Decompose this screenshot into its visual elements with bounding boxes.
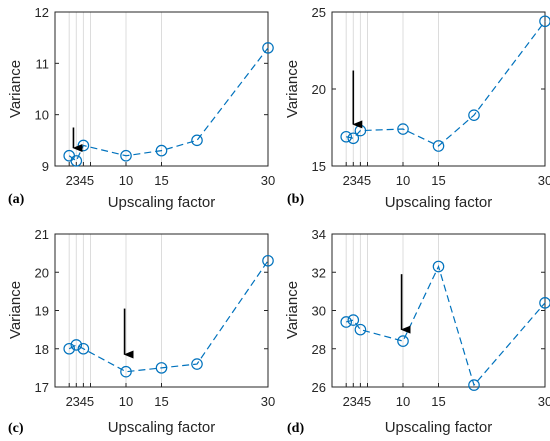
data-point: [340, 316, 352, 328]
x-tick-label: 15: [154, 173, 168, 188]
y-tick-label: 18: [35, 342, 49, 357]
data-point: [191, 358, 203, 370]
y-tick-label: 19: [35, 304, 49, 319]
x-tick-label: 2: [66, 394, 73, 409]
data-point: [347, 132, 360, 145]
x-tick-label: 15: [431, 394, 445, 409]
y-tick-label: 15: [312, 159, 326, 174]
data-point: [354, 323, 367, 336]
x-tick-label: 10: [119, 173, 133, 188]
data-point: [155, 144, 168, 157]
data-point: [70, 155, 83, 167]
data-point: [468, 109, 480, 121]
x-axis-label: Upscaling factor: [108, 419, 216, 436]
series-line: [346, 264, 546, 387]
x-tick-label: 10: [119, 394, 133, 409]
y-tick-label: 34: [312, 227, 326, 242]
data-point: [77, 342, 90, 355]
data-point: [468, 379, 480, 391]
data-point: [347, 314, 360, 326]
y-tick-label: 26: [312, 380, 326, 395]
data-point: [397, 123, 409, 135]
y-tick-label: 20: [312, 82, 326, 97]
data-point: [340, 130, 352, 143]
data-point: [191, 134, 203, 147]
x-tick-label: 30: [538, 173, 550, 188]
x-tick-label: 5: [364, 394, 371, 409]
x-tick-label: 4: [80, 394, 87, 409]
data-point: [397, 335, 409, 347]
x-tick-label: 5: [87, 394, 94, 409]
series-line: [68, 260, 269, 373]
chart-panel-a: 9 10 11 12 2 3 4 5 10 15 30 Upscaling factor Varianc…: [7, 5, 275, 211]
x-axis-label: Upscaling factor: [385, 419, 493, 436]
data-point: [120, 149, 132, 162]
y-tick-label: 30: [312, 304, 326, 319]
x-tick-label: 2: [66, 173, 73, 188]
x-tick-label: 15: [154, 394, 168, 409]
data-point: [432, 140, 445, 152]
panel-label: (b): [287, 192, 304, 207]
y-tick-label: 9: [42, 159, 49, 174]
x-tick-label: 3: [350, 173, 357, 188]
panel-label: (d): [287, 421, 304, 436]
x-tick-label: 3: [73, 173, 80, 188]
x-tick-label: 30: [261, 173, 275, 188]
y-tick-label: 11: [36, 56, 50, 71]
data-point: [120, 365, 132, 378]
x-tick-label: 5: [364, 173, 371, 188]
data-point: [63, 342, 75, 355]
x-tick-label: 15: [431, 173, 445, 188]
y-tick-label: 21: [35, 227, 49, 242]
series-line: [68, 47, 269, 162]
y-tick-label: 32: [312, 265, 326, 280]
y-axis-label: Variance: [284, 60, 301, 118]
x-tick-label: 3: [350, 394, 357, 409]
panel-label: (a): [8, 192, 25, 207]
y-tick-label: 25: [312, 5, 326, 20]
data-point: [432, 260, 445, 273]
y-tick-label: 28: [312, 342, 326, 357]
x-tick-label: 3: [73, 394, 80, 409]
series-line: [346, 20, 546, 147]
y-tick-label: 20: [35, 265, 49, 280]
y-tick-label: 17: [35, 380, 49, 395]
x-tick-label: 4: [357, 173, 364, 188]
x-tick-label: 4: [80, 173, 87, 188]
y-axis-label: Variance: [7, 281, 24, 339]
x-tick-label: 5: [87, 173, 94, 188]
x-tick-label: 10: [396, 173, 410, 188]
x-axis-label: Upscaling factor: [108, 194, 216, 211]
x-tick-label: 2: [343, 394, 350, 409]
data-point: [70, 339, 83, 351]
x-tick-label: 30: [261, 394, 275, 409]
y-tick-label: 12: [35, 5, 49, 20]
x-tick-label: 2: [343, 173, 350, 188]
data-point: [262, 42, 274, 54]
x-tick-label: 10: [396, 394, 410, 409]
chart-panel-b: 15 20 25 2 3 4 5 10 15 30 Upscaling factor Variance…: [284, 5, 550, 211]
data-point: [539, 15, 550, 28]
data-point: [155, 362, 168, 374]
y-tick-label: 10: [35, 108, 49, 123]
y-axis-label: Variance: [7, 60, 24, 118]
x-tick-label: 30: [538, 394, 550, 409]
data-point: [539, 297, 550, 309]
x-axis-label: Upscaling factor: [385, 194, 493, 211]
x-tick-label: 4: [357, 394, 364, 409]
y-axis-label: Variance: [284, 281, 301, 339]
chart-panel-c: 17 18 19 20 21 2 3 4 5 10 15 30 Upscaling factor Vari…: [7, 227, 275, 436]
panel-label: (c): [8, 421, 24, 436]
data-point: [262, 254, 274, 267]
